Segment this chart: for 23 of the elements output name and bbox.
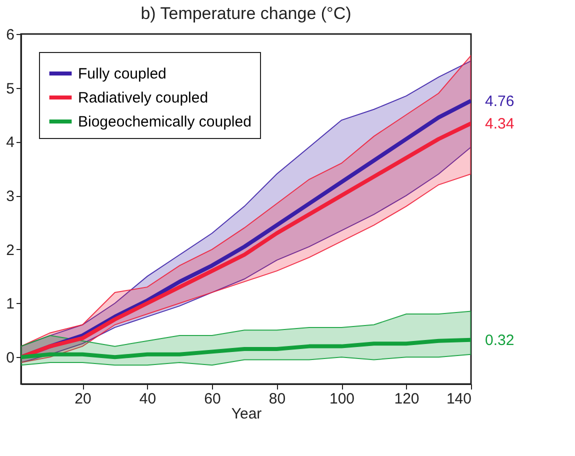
legend-label: Biogeochemically coupled [78, 114, 252, 130]
x-tick-label: 40 [139, 390, 156, 408]
x-tick-label: 60 [204, 390, 221, 408]
data-label: 0.32 [485, 332, 514, 349]
legend-label: Fully coupled [78, 66, 166, 82]
y-tick-label: 3 [6, 188, 14, 206]
y-tick-label: 0 [6, 350, 14, 367]
x-tick-label: 120 [394, 390, 420, 408]
x-tick-label: 140 [446, 390, 472, 408]
line-series [21, 338, 471, 360]
y-tick-label: 2 [6, 242, 14, 259]
chart-title: b) Temperature change (°C) [140, 4, 352, 23]
data-label: 4.76 [485, 92, 514, 110]
x-tick-label: 100 [329, 390, 355, 408]
y-tick-label: 4 [6, 134, 14, 152]
x-tick-label: 80 [268, 390, 286, 408]
x-axis-title: Year [231, 406, 262, 422]
y-tick-label: 1 [6, 296, 14, 313]
y-tick-label: 5 [6, 80, 14, 98]
legend-label: Radiatively coupled [78, 90, 208, 106]
data-label: 4.34 [485, 115, 514, 132]
y-tick-label: 6 [6, 26, 14, 44]
x-tick-label: 20 [74, 390, 92, 408]
